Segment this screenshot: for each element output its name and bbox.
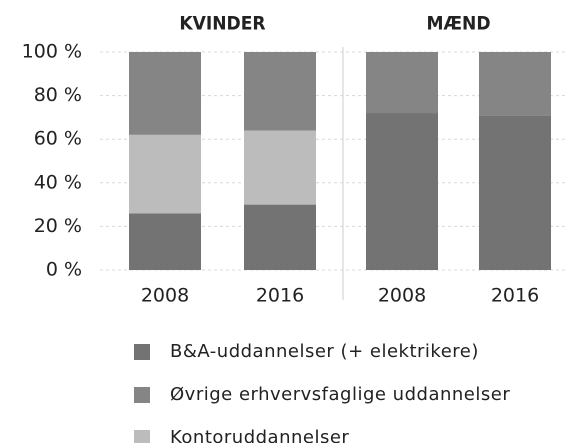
legend-label: B&A-uddannelser (+ elektrikere) [170,341,479,362]
y-tick-label: 0 % [46,259,82,281]
legend-swatch [134,387,150,403]
bar-segment [366,52,438,114]
legend-swatch [134,344,150,360]
group-label: KVINDER [179,13,265,35]
y-tick-label: 40 % [34,171,82,193]
legend-label: Øvrige erhvervsfaglige uddannelser [170,384,510,405]
y-tick-label: 20 % [34,215,82,237]
y-tick-label: 60 % [34,128,82,150]
bar-segment [129,52,201,135]
bar-segment [129,213,201,270]
y-tick-label: 80 % [34,84,82,106]
bar-segment [244,204,316,270]
bar-segment [366,113,438,270]
bar-segment [479,115,551,270]
bar-segment [129,134,201,214]
x-tick-label: 2016 [491,285,539,307]
x-tick-label: 2008 [378,285,426,307]
bar-segment [244,130,316,205]
x-tick-label: 2008 [141,285,189,307]
bar-segment [479,52,551,116]
y-tick-label: 100 % [22,41,82,63]
x-tick-label: 2016 [256,285,304,307]
bar-segment [244,52,316,131]
legend-label: Kontoruddannelser [170,427,349,443]
group-label: MÆND [426,13,490,35]
legend-swatch [134,430,150,443]
